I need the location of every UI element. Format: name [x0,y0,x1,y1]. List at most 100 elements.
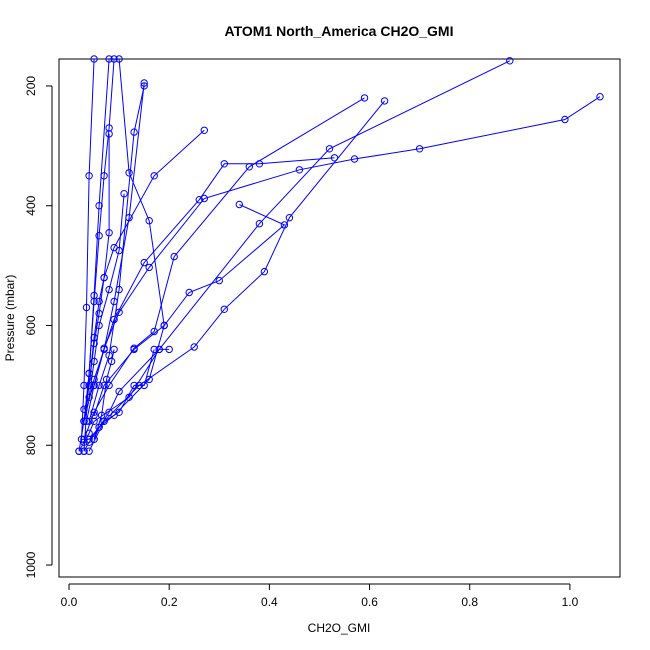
data-point [145,217,153,225]
data-point [90,55,98,63]
data-point [95,381,103,390]
data-point [220,305,229,313]
data-point [95,232,103,240]
data-point [165,345,173,354]
data-point [82,417,91,425]
series-line [88,133,110,386]
data-point [200,126,209,135]
data-point [80,381,88,390]
data-point [115,387,123,396]
data-point [115,55,123,63]
data-point [115,285,123,294]
data-point [255,160,264,168]
data-point [215,276,224,285]
data-point [85,172,93,180]
data-point [130,128,138,136]
data-point [330,154,339,162]
data-point [105,408,113,416]
data-point [77,435,86,443]
data-point [75,447,83,455]
data-point [170,252,178,261]
data-point [85,435,93,443]
data-point [235,200,244,209]
data-point [185,288,193,297]
series-line [81,58,95,440]
series-line [88,193,125,398]
data-point [95,321,103,330]
data-point [120,190,128,198]
data-point [190,343,198,351]
y-tick-label: 400 [24,195,38,215]
data-point [80,405,88,413]
data-point [110,345,118,354]
y-axis: 200 400 600 800 1000 [24,76,53,578]
data-point [325,145,334,153]
data-point [200,194,209,203]
data-point [506,57,514,65]
data-point [130,345,138,354]
data-point [561,115,569,124]
data-point [105,351,113,360]
data-point [105,55,113,63]
data-point [360,94,369,102]
y-tick-label: 200 [24,76,38,96]
series-line [83,157,335,422]
x-tick-label: 0.2 [161,595,178,609]
data-point [105,285,113,294]
data-point [125,169,133,177]
data-point [100,417,108,425]
data-point [145,263,153,272]
data-point [260,267,269,276]
data-point [130,381,138,390]
data-point [285,214,294,222]
series-line [93,349,115,440]
data-point [140,258,148,267]
series-line [88,85,145,422]
series-line [83,97,365,440]
data-point [350,155,359,163]
data-point [140,381,148,390]
data-point [85,393,93,401]
data-point [150,345,158,354]
data-point [82,303,91,312]
data-point [105,130,113,138]
data-point [95,297,103,306]
x-axis: 0.0 0.2 0.4 0.6 0.8 1.0 [61,583,579,609]
series-line [83,82,145,410]
series-line [93,204,286,416]
data-point [220,160,229,168]
data-point [100,345,108,354]
data-point [105,229,113,237]
series-line [93,348,170,440]
x-axis-label: CH2O_GMI [308,621,371,635]
chart-title: ATOM1 North_America CH2O_GMI [225,23,454,39]
y-tick-label: 600 [24,315,38,335]
data-point [107,357,116,366]
data-point [90,339,98,348]
data-point [85,417,93,425]
data-point [255,220,264,228]
data-point [85,447,93,455]
data-point [80,417,88,425]
data-point [160,321,168,330]
plot-area [75,55,604,455]
x-tick-label: 0.8 [461,595,478,609]
series-line [86,96,601,422]
plot-frame [58,58,621,578]
data-point [80,447,88,455]
data-point [195,196,204,204]
x-tick-label: 0.4 [261,595,278,609]
series-line [78,60,511,452]
series-line [83,58,165,452]
data-point [95,202,103,210]
data-point [115,246,123,255]
data-point [100,381,108,390]
data-point [140,82,148,90]
x-tick-label: 0.6 [361,595,378,609]
data-point [415,145,424,153]
data-point [85,381,93,390]
x-tick-label: 1.0 [562,595,579,609]
data-point [90,408,98,416]
data-point [155,345,163,354]
